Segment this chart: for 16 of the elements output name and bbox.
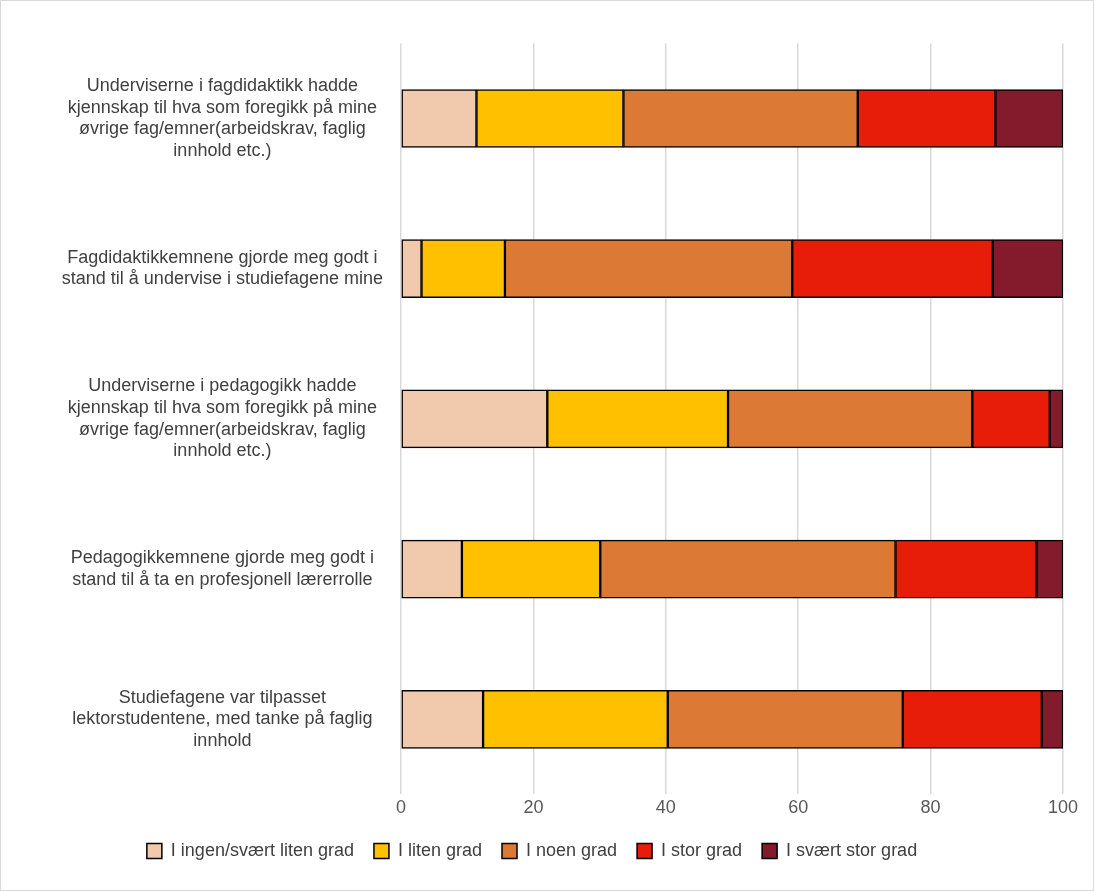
x-tick-label: 0 xyxy=(395,797,407,818)
legend-label: I svært stor grad xyxy=(786,839,918,860)
x-tick-label: 80 xyxy=(920,797,941,818)
y-tick-label: Pedagogikkemnene gjorde meg godt i stand til å ta en profesjonell lærerrolle xyxy=(70,547,375,589)
legend-label: I noen grad xyxy=(526,839,618,860)
x-tick-label: 20 xyxy=(523,797,544,818)
y-tick-label: Underviserne i fagdidaktikk hadde kjennskap til hva som foregikk på mine øvrige fag/emner(arbeidskrav, faglig innhold etc.) xyxy=(67,75,377,160)
x-tick-label: 100 xyxy=(1047,797,1079,818)
x-tick-label: 40 xyxy=(655,797,676,818)
y-tick-label: Underviserne i pedagogikk hadde kjennskap til hva som foregikk på mine øvrige fag/emner(arbeidskrav, faglig innhold etc.) xyxy=(67,375,377,461)
legend-label: I ingen/svært liten grad xyxy=(170,839,354,860)
legend-label: I liten grad xyxy=(397,839,483,860)
y-tick-label: Fagdidaktikkemnene gjorde meg godt i stand til å undervise i studiefagene mine xyxy=(61,246,383,289)
x-tick-label: 60 xyxy=(788,797,809,818)
y-tick-label: Studiefagene var tilpasset lektorstudentene, med tanke på faglig innhold xyxy=(72,686,373,750)
legend-label: I stor grad xyxy=(661,839,743,860)
